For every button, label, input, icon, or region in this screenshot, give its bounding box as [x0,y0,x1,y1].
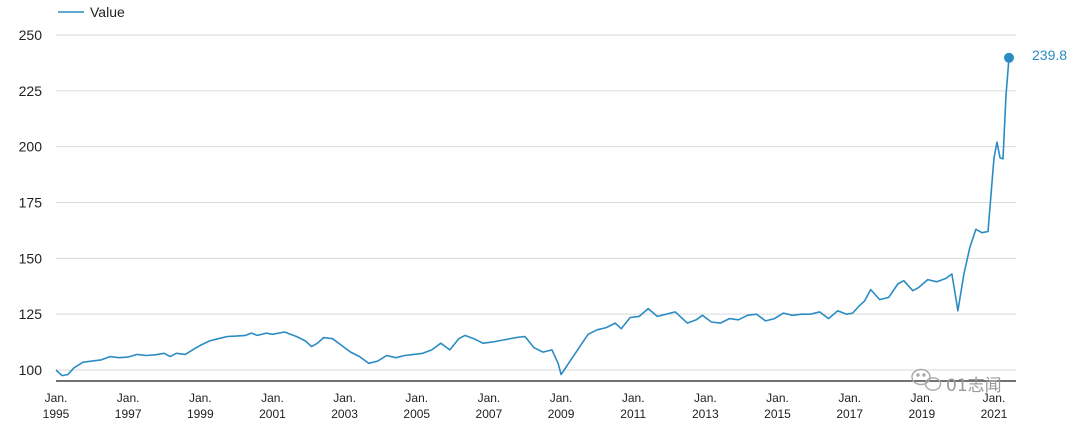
legend: Value [58,4,125,20]
x-tick-label-month: Jan. [189,391,212,405]
x-tick-label-year: 2013 [692,407,719,421]
x-tick-label-year: 2019 [908,407,935,421]
x-tick-label-month: Jan. [838,391,861,405]
x-tick-label-month: Jan. [261,391,284,405]
series-end-point [1004,52,1014,63]
x-tick-label-year: 2015 [764,407,791,421]
x-tick-label-year: 2005 [403,407,430,421]
x-tick-label-month: Jan. [45,391,68,405]
watermark: 01志闻 [911,368,1002,396]
x-tick-label-year: 2003 [331,407,358,421]
x-tick-label-month: Jan. [766,391,789,405]
x-tick-label-month: Jan. [405,391,428,405]
x-axis-ticks: Jan. 1995 Jan. 1997 Jan. 1999 Jan. 2001 Jan. 2003… [43,391,1008,421]
y-tick-label: 125 [19,306,43,322]
x-tick-label-year: 2011 [620,407,646,421]
x-tick-label-month: Jan. [550,391,573,405]
y-tick-label: 175 [19,195,43,211]
y-axis-ticks: 100 125 150 175 200 225 250 [19,27,43,378]
x-tick-label-year: 1999 [187,407,214,421]
series-end-label: 239.8 [1032,47,1067,63]
wechat-icon [911,368,942,391]
x-tick-label-month: Jan. [910,391,933,405]
x-tick-label-year: 2007 [476,407,503,421]
y-tick-label: 250 [19,27,43,43]
y-tick-label: 100 [19,362,43,378]
y-tick-label: 200 [19,139,43,155]
x-tick-label-year: 1995 [43,407,70,421]
watermark-text: 01志闻 [946,376,1002,396]
x-tick-label-year: 1997 [115,407,142,421]
y-tick-label: 150 [19,250,43,266]
x-tick-label-month: Jan. [333,391,356,405]
x-tick-label-year: 2021 [981,407,1008,421]
x-tick-label-month: Jan. [694,391,717,405]
x-tick-label-month: Jan. [478,391,501,405]
series-line-value [55,57,1010,377]
legend-label: Value [90,4,125,20]
x-tick-label-year: 2017 [836,407,863,421]
gridlines [56,34,1016,371]
x-tick-label-year: 2001 [259,407,286,421]
x-tick-label-month: Jan. [622,391,645,405]
x-tick-label-year: 2009 [548,407,575,421]
y-tick-label: 225 [19,83,43,99]
x-tick-label-month: Jan. [117,391,140,405]
x-tick-label-month: Jan. [983,391,1006,405]
